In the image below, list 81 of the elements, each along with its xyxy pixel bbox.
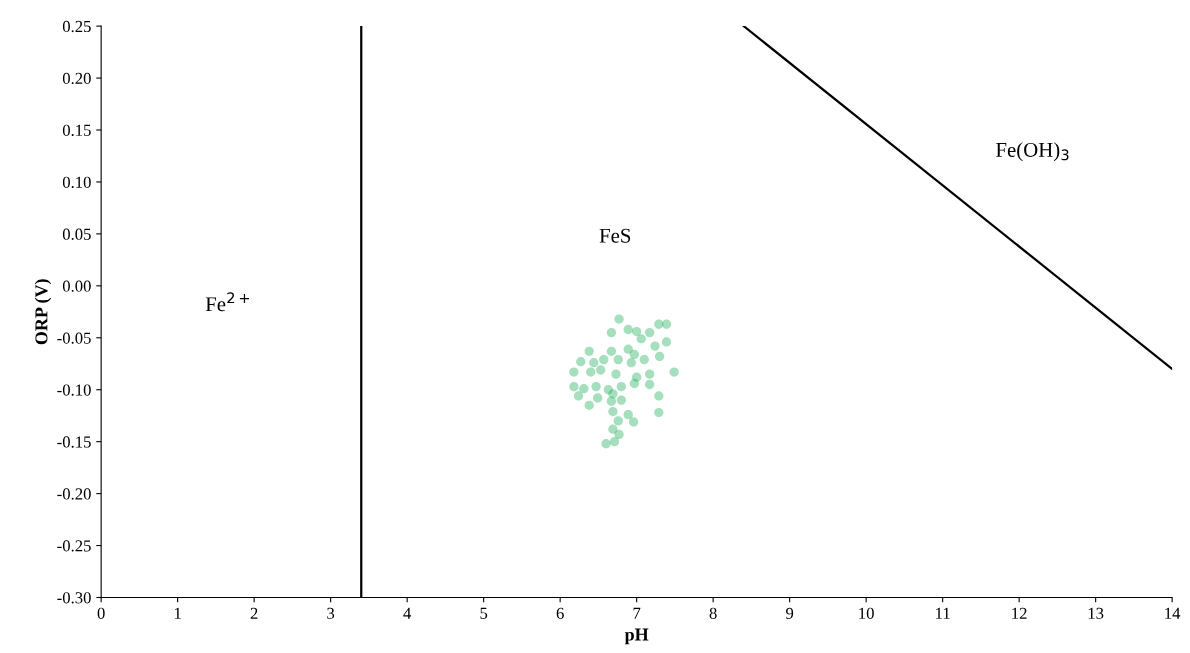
x-tick-label: 6 [556, 607, 564, 619]
point [631, 326, 642, 337]
y-tick-label: -0.15 [57, 436, 91, 448]
y-tick-label: 0.05 [62, 228, 91, 240]
point [661, 319, 672, 329]
y-tick-label: 0.10 [62, 176, 91, 188]
point [645, 327, 655, 338]
point [650, 341, 660, 351]
x-tick-label: 7 [633, 607, 641, 619]
x-tick-label: 12 [1012, 607, 1027, 619]
point [645, 369, 655, 379]
point [569, 367, 579, 377]
y-tick-label: 0.00 [62, 280, 91, 292]
x-tick-label: 13 [1088, 607, 1104, 619]
annotation: Fe$^{2+}$ [205, 292, 250, 312]
y-tick-label: 0.20 [62, 72, 91, 85]
point [654, 351, 665, 362]
point [586, 367, 596, 377]
point [606, 327, 617, 338]
point [584, 400, 594, 410]
x-axis-title: pH [624, 628, 649, 645]
point [654, 391, 664, 401]
x-tick-label: 9 [786, 607, 794, 619]
annotation: FeS [599, 228, 631, 243]
annotation: Fe(OH)$_{3}$ [996, 142, 1069, 162]
point [628, 417, 639, 427]
point [629, 378, 640, 389]
point [616, 395, 627, 405]
point [608, 424, 618, 434]
x-tick-label: 10 [859, 607, 874, 619]
point [576, 357, 586, 367]
x-tick-label: 8 [709, 607, 717, 619]
point [614, 314, 624, 324]
point [626, 358, 636, 368]
point [608, 406, 618, 417]
point [596, 365, 606, 375]
point [611, 369, 621, 379]
point [669, 367, 679, 377]
y-tick-label: -0.10 [57, 384, 91, 396]
x-tick-label: 2 [250, 607, 258, 619]
point [589, 358, 599, 368]
point [654, 319, 664, 329]
point [636, 334, 646, 344]
point [661, 337, 672, 347]
x-tick-label: 11 [936, 607, 950, 619]
point [623, 324, 633, 335]
point [614, 429, 624, 440]
point [579, 384, 589, 394]
x-tick-label: 14 [1165, 607, 1181, 619]
y-tick-label: -0.25 [57, 540, 91, 552]
y-tick-label: -0.05 [57, 332, 91, 344]
point [623, 410, 633, 420]
point [606, 396, 617, 406]
point [609, 437, 620, 447]
x-tick-label: 3 [327, 607, 335, 619]
point [645, 379, 655, 390]
x-tick-label: 0 [97, 607, 105, 619]
y-tick-label: -0.30 [57, 592, 91, 604]
point [613, 416, 623, 426]
point [629, 349, 640, 360]
point [584, 346, 594, 356]
y-axis-title: ORP (V) [34, 279, 52, 345]
point [623, 344, 633, 354]
point [606, 346, 617, 356]
point [573, 391, 584, 401]
x-tick-label: 4 [403, 607, 412, 619]
point [592, 393, 603, 403]
point [569, 381, 579, 392]
x-tick-label: 5 [480, 607, 488, 619]
point [591, 381, 601, 392]
y-tick-label: -0.20 [57, 488, 91, 500]
x-tick-label: 1 [174, 607, 181, 619]
point [608, 389, 618, 399]
y-tick-label: 0.25 [62, 20, 91, 33]
point [654, 407, 664, 418]
point [601, 439, 611, 449]
point [613, 354, 623, 365]
y-tick-label: 0.15 [62, 124, 91, 137]
point [616, 381, 627, 392]
point [599, 354, 609, 365]
point [639, 354, 649, 365]
